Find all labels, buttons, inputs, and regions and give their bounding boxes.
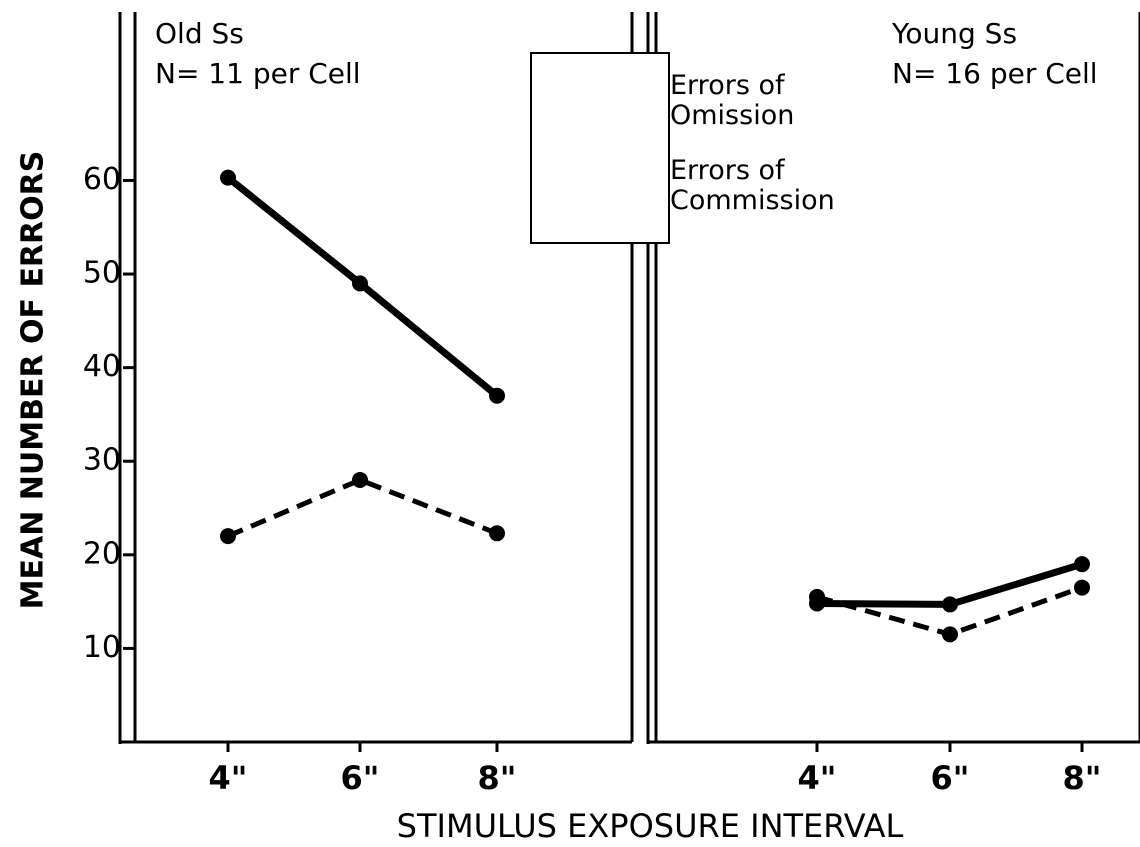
x-axis-label: STIMULUS EXPOSURE INTERVAL [397, 807, 904, 845]
data-point [942, 596, 958, 613]
x-tick-label: 6" [931, 759, 970, 797]
data-point [352, 471, 368, 488]
y-tick-label: 40 [83, 349, 121, 384]
data-point [352, 275, 368, 292]
x-tick-label: 4" [209, 759, 248, 797]
x-tick-label: 8" [1063, 759, 1102, 797]
annotation: N= 16 per Cell [892, 57, 1098, 90]
y-axis-label: MEAN NUMBER OF ERRORS [16, 151, 51, 610]
data-point [942, 626, 958, 643]
series-line [227, 477, 498, 539]
data-point [489, 525, 505, 542]
data-point [1074, 556, 1090, 573]
legend [530, 52, 670, 244]
annotation: Old Ss [155, 17, 244, 50]
data-point [1074, 579, 1090, 596]
y-tick-label: 10 [83, 630, 121, 665]
annotation: Young Ss [891, 17, 1017, 50]
x-tick-label: 4" [798, 759, 837, 797]
y-tick-label: 50 [83, 256, 121, 291]
data-point [809, 588, 825, 605]
annotation: N= 11 per Cell [155, 57, 361, 90]
data-point [220, 169, 236, 186]
data-point [489, 387, 505, 404]
legend-label: Errors of Omission [670, 70, 795, 131]
y-tick-label: 20 [83, 536, 121, 571]
data-point [220, 528, 236, 545]
legend-label: Errors of Commission [670, 155, 835, 216]
x-tick-label: 8" [478, 759, 517, 797]
x-tick-label: 6" [341, 759, 380, 797]
y-tick-label: 30 [83, 443, 121, 478]
y-tick-label: 60 [83, 162, 121, 197]
